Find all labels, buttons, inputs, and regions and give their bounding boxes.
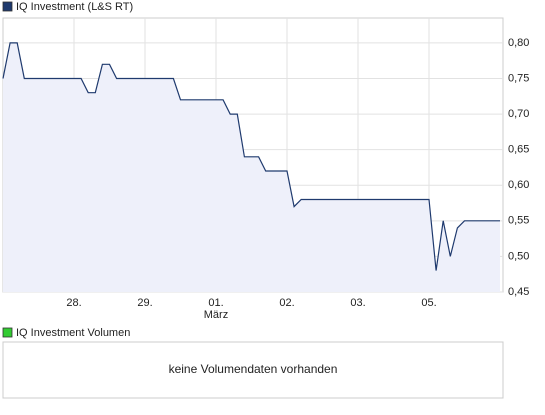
x-tick-label: 05. [421, 297, 436, 309]
volume-frame [2, 341, 504, 399]
x-tick-label: 02. [279, 297, 294, 309]
area [3, 42, 500, 293]
y-tick-label: 0,80 [508, 37, 529, 49]
x-tick-label: 01. [208, 297, 223, 309]
volume-legend: IQ Investment Volumen [16, 327, 130, 339]
y-tick-label: 0,45 [508, 286, 529, 298]
x-tick-label: 29. [137, 297, 152, 309]
x-sublabel: März [204, 309, 228, 321]
line [2, 42, 500, 271]
x-tick-label: 28. [66, 297, 81, 309]
legend-label: IQ Investment (L&S RT) [16, 1, 133, 13]
volume-legend-swatch [2, 327, 13, 338]
y-tick-label: 0,70 [508, 108, 529, 120]
legend-swatch [2, 1, 13, 12]
y-tick-label: 0,50 [508, 250, 529, 262]
y-tick-label: 0,55 [508, 215, 529, 227]
x-tick-label: 03. [350, 297, 365, 309]
y-tick-label: 0,60 [508, 179, 529, 191]
y-tick-label: 0,75 [508, 72, 529, 84]
volume-message: keine Volumendaten vorhanden [169, 362, 338, 376]
y-tick-label: 0,65 [508, 144, 529, 156]
